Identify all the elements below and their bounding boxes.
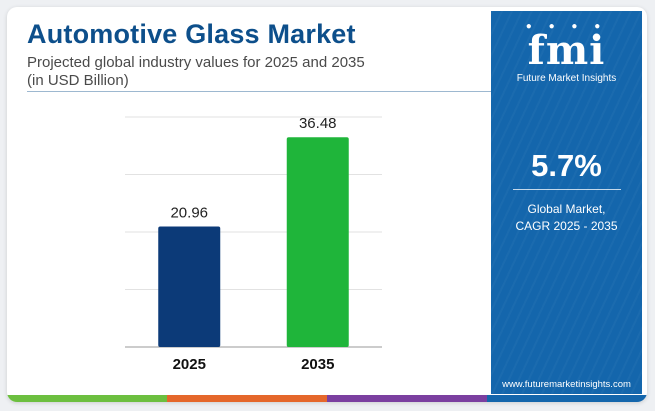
chart-title: Automotive Glass Market — [27, 19, 356, 49]
strip-segment-green — [7, 395, 167, 402]
chart-subtitle: Projected global industry values for 202… — [27, 54, 487, 90]
cagr-divider — [513, 189, 621, 190]
cagr-label-line-2: CAGR 2025 - 2035 — [515, 219, 618, 233]
strip-segment-purple — [327, 395, 487, 402]
cagr-label-line-1: Global Market, — [527, 202, 606, 216]
x-tick-label-2025: 2025 — [173, 356, 206, 373]
logo-dots-icon: ● ● ● ● — [525, 21, 608, 32]
logo-subtitle: Future Market Insights — [516, 73, 617, 84]
chart-card: Automotive Glass Market Projected global… — [7, 7, 647, 402]
fmi-logo: ● ● ● ● fmi Future Market Insights — [491, 21, 642, 84]
data-label-2025: 20.96 — [170, 204, 208, 221]
summary-panel: ● ● ● ● fmi Future Market Insights 5.7% … — [491, 11, 642, 394]
cagr-value: 5.7% — [531, 148, 602, 183]
subtitle-line-1: Projected global industry values for 202… — [27, 54, 365, 71]
strip-segment-blue — [487, 395, 647, 402]
subtitle-line-2: (in USD Billion) — [27, 72, 129, 89]
bar-chart: 20.96 2025 36.48 2035 — [125, 115, 382, 373]
strip-segment-orange — [167, 395, 327, 402]
bottom-color-strip — [7, 395, 647, 402]
x-tick-label-2035: 2035 — [301, 356, 334, 373]
logo-mark: fmi — [527, 27, 606, 74]
cagr-label: Global Market, CAGR 2025 - 2035 — [491, 201, 642, 235]
title-divider — [27, 91, 495, 92]
bar-2035 — [286, 137, 349, 347]
data-label-2035: 36.48 — [299, 115, 337, 132]
website-link[interactable]: www.futuremarketinsights.com — [502, 379, 631, 390]
bar-2025 — [158, 226, 221, 347]
